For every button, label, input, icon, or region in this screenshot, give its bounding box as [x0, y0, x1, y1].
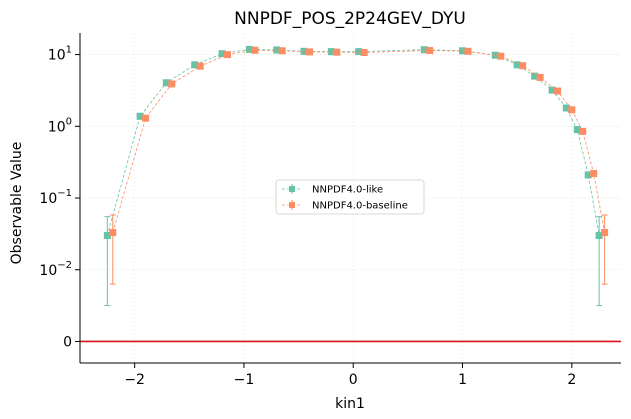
data-point [306, 48, 314, 56]
data-point [531, 72, 539, 80]
data-point [519, 62, 527, 70]
data-point [579, 127, 587, 135]
x-axis-label: kin1 [335, 396, 365, 412]
data-point [548, 86, 556, 94]
data-point [218, 50, 226, 58]
data-point [245, 45, 253, 53]
legend: NNPDF4.0-like NNPDF4.0-baseline [275, 179, 425, 215]
x-tick-label: −2 [124, 372, 145, 388]
data-point [162, 79, 170, 87]
data-point [554, 87, 562, 95]
y-tick-label: 10−2 [39, 260, 72, 279]
data-point [196, 62, 204, 70]
data-point [590, 169, 598, 177]
data-point [497, 52, 505, 60]
data-point [360, 48, 368, 56]
data-point [568, 106, 576, 114]
legend-marker [289, 202, 295, 208]
data-point [601, 229, 609, 237]
series-layer [103, 45, 609, 307]
legend-entry-0: NNPDF4.0-like [282, 184, 383, 196]
data-point [562, 104, 570, 112]
data-point [464, 47, 472, 55]
y-tick-label: 101 [48, 45, 72, 64]
legend-label: NNPDF4.0-baseline [312, 201, 408, 212]
data-point [491, 51, 499, 59]
data-point [327, 48, 335, 56]
data-point [584, 171, 592, 179]
x-tick-label: 2 [567, 372, 576, 388]
data-point [136, 112, 144, 120]
data-point [273, 46, 281, 54]
y-axis-label: Observable Value [9, 142, 25, 265]
tick-labels: −2 −1 0 1 2 0 10−2 10−1 100 101 [39, 45, 576, 388]
data-point [595, 232, 603, 240]
y-tick-label: 0 [63, 334, 72, 350]
data-point [191, 61, 199, 69]
legend-entry-1: NNPDF4.0-baseline [282, 200, 408, 212]
data-point [355, 48, 363, 56]
data-point [513, 61, 521, 69]
x-tick-label: 0 [349, 372, 358, 388]
legend-label: NNPDF4.0-like [312, 185, 383, 196]
data-point [333, 48, 341, 56]
y-tick-label: 100 [48, 116, 72, 135]
data-point [426, 47, 434, 55]
data-point [103, 232, 111, 240]
chart-title: NNPDF_POS_2P24GEV_DYU [234, 9, 466, 29]
data-point [109, 229, 117, 237]
legend-box [275, 179, 425, 215]
x-tick-label: −1 [234, 372, 255, 388]
x-tick-label: 1 [458, 372, 467, 388]
series-1 [109, 46, 609, 285]
data-point [459, 47, 467, 55]
data-point [278, 47, 286, 55]
data-point [224, 51, 232, 59]
data-point [168, 80, 176, 88]
data-point [536, 73, 544, 81]
y-tick-label: 10−1 [39, 188, 72, 207]
legend-marker [289, 186, 295, 192]
data-point [142, 114, 150, 122]
data-point [251, 46, 259, 54]
data-point [573, 126, 581, 134]
data-point [420, 46, 428, 54]
